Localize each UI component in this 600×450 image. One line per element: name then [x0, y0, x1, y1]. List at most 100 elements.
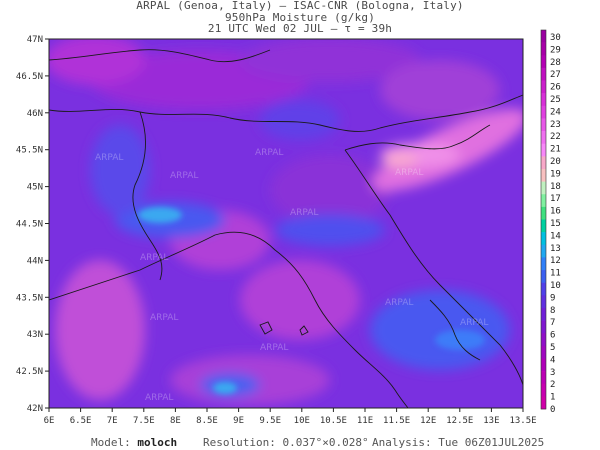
colorbar-label: 1	[550, 393, 555, 403]
colorbar-swatch	[541, 80, 546, 94]
colorbar-label: 26	[550, 83, 561, 93]
colorbar-swatch	[541, 244, 546, 258]
resolution-value: 0.037°×0.028°	[282, 436, 369, 449]
lon-tick-label: 7E	[107, 416, 118, 426]
colorbar-label: 25	[550, 95, 561, 105]
colorbar-swatch	[541, 396, 546, 410]
lon-tick-label: 11E	[357, 416, 373, 426]
colorbar-label: 2	[550, 380, 555, 390]
colorbar-swatch	[541, 206, 546, 220]
lat-tick-label: 43N	[27, 330, 43, 340]
lat-tick-label: 45N	[27, 183, 43, 193]
colorbar-label: 3	[550, 368, 555, 378]
colorbar-label: 21	[550, 145, 561, 155]
colorbar-label: 7	[550, 318, 555, 328]
lon-tick-label: 8E	[170, 416, 181, 426]
colorbar-swatch	[541, 67, 546, 81]
lat-tick-label: 42N	[27, 404, 43, 414]
colorbar-legend: 3029282726252423222120191817161514131211…	[540, 29, 561, 415]
colorbar-frame	[540, 29, 547, 410]
watermark-text: ARPAL	[290, 208, 318, 218]
colorbar-label: 15	[550, 219, 561, 229]
colorbar-swatch	[541, 143, 546, 157]
colorbar-label: 27	[550, 70, 561, 80]
watermark-text: ARPAL	[255, 148, 283, 158]
colorbar-label: 29	[550, 45, 561, 55]
colorbar-swatch	[541, 168, 546, 182]
colorbar-label: 10	[550, 281, 561, 291]
colorbar-label: 18	[550, 182, 561, 192]
lon-tick-label: 12.5E	[446, 416, 473, 426]
title-line-2: 950hPa Moisture (g/kg)	[224, 11, 376, 24]
colorbar-swatch	[541, 371, 546, 385]
colorbar-swatch	[541, 232, 546, 246]
watermark-text: ARPAL	[395, 168, 423, 178]
lat-tick-label: 45.5N	[16, 146, 43, 156]
resolution-label: Resolution:	[203, 436, 276, 449]
lat-tick-label: 42.5N	[16, 367, 43, 377]
footer-analysis: Analysis: Tue 06Z01JUL2025	[372, 436, 544, 449]
colorbar-label: 30	[550, 33, 561, 43]
colorbar-label: 5	[550, 343, 555, 353]
lon-tick-label: 13.5E	[509, 416, 536, 426]
lat-tick-label: 44N	[27, 256, 43, 266]
colorbar-swatch	[541, 93, 546, 107]
lon-tick-label: 9.5E	[259, 416, 281, 426]
colorbar-label: 19	[550, 169, 561, 179]
colorbar-label: 4	[550, 355, 555, 365]
watermarks: ARPAL ARPAL ARPAL ARPAL ARPAL ARPAL ARPAL ARPAL…	[95, 148, 488, 403]
lon-tick-label: 6.5E	[70, 416, 92, 426]
colorbar-swatch	[541, 55, 546, 69]
model-label: Model:	[91, 436, 131, 449]
title-line-1: ARPAL (Genoa, Italy) — ISAC-CNR (Bologna…	[136, 0, 464, 12]
watermark-text: ARPAL	[95, 153, 123, 163]
moisture-field	[49, 39, 523, 408]
lon-tick-label: 9E	[233, 416, 244, 426]
colorbar-swatch	[541, 270, 546, 283]
watermark-text: ARPAL	[460, 318, 488, 328]
colorbar-label: 16	[550, 207, 561, 217]
colorbar-label: 8	[550, 306, 555, 316]
colorbar-label: 9	[550, 293, 555, 303]
analysis-label: Analysis:	[372, 436, 432, 449]
colorbar-label: 6	[550, 331, 555, 341]
colorbar-swatch	[541, 30, 546, 43]
colorbar-label: 24	[550, 107, 561, 117]
watermark-text: ARPAL	[170, 171, 198, 181]
colorbar-label: 14	[550, 231, 561, 241]
lon-tick-label: 13E	[483, 416, 499, 426]
watermark-text: ARPAL	[145, 393, 173, 403]
lon-tick-label: 7.5E	[133, 416, 155, 426]
lat-tick-label: 46.5N	[16, 72, 43, 82]
title-line-3: 21 UTC Wed 02 JUL – τ = 39h	[207, 22, 393, 35]
lon-tick-label: 8.5E	[196, 416, 218, 426]
colorbar-swatch	[541, 105, 546, 119]
watermark-text: ARPAL	[260, 343, 288, 353]
colorbar-label: 23	[550, 120, 561, 130]
watermark-text: ARPAL	[150, 313, 178, 323]
colorbar-label: 17	[550, 194, 561, 204]
colorbar-swatch	[541, 257, 546, 271]
colorbar-swatch	[541, 333, 546, 347]
colorbar-label: 20	[550, 157, 561, 167]
colorbar-swatch	[541, 383, 546, 397]
colorbar-swatch	[541, 42, 546, 56]
lon-tick-label: 6E	[44, 416, 55, 426]
colorbar-label: 12	[550, 256, 561, 266]
colorbar-swatch	[541, 282, 546, 296]
longitude-axis: 6E 6.5E 7E 7.5E 8E 8.5E 9E 9.5E 10E 10.5E 11E 11.5E…	[44, 408, 537, 426]
lon-tick-label: 11.5E	[383, 416, 410, 426]
latitude-axis: 47N 46.5N 46N 45.5N 45N 44.5N 44N 43.5N 43N 42.5N…	[16, 35, 49, 414]
lon-tick-label: 10E	[294, 416, 310, 426]
colorbar-swatch	[541, 295, 546, 309]
colorbar-label: 22	[550, 132, 561, 142]
colorbar-swatch	[541, 194, 546, 208]
colorbar-label: 0	[550, 405, 555, 415]
coastlines	[49, 49, 523, 408]
footer-resolution: Resolution: 0.037°×0.028°	[203, 436, 369, 449]
lat-tick-label: 47N	[27, 35, 43, 45]
colorbar-swatch	[541, 156, 546, 170]
watermark-text: ARPAL	[385, 298, 413, 308]
colorbar-swatch	[541, 320, 546, 334]
